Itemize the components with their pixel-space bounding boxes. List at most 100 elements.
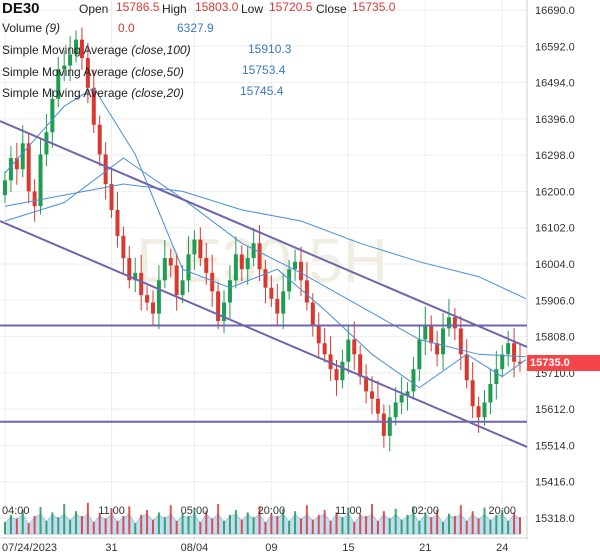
candle-body <box>239 254 244 270</box>
candle-body <box>186 254 191 281</box>
candle-body <box>393 402 398 418</box>
candle-body <box>334 369 339 381</box>
volume-bar <box>57 517 60 534</box>
candle-body <box>180 280 185 296</box>
volume-bar <box>228 514 231 534</box>
volume-bar <box>311 519 314 534</box>
indicator-sma100-value: 15910.3 <box>248 42 292 56</box>
candle-body <box>257 243 262 270</box>
volume-bar <box>181 513 184 534</box>
candle-body <box>74 39 79 55</box>
y-tick-label: 16396.0 <box>535 114 575 126</box>
candle-body <box>245 258 250 270</box>
volume-bar <box>299 518 302 534</box>
candle-body <box>387 417 392 436</box>
volume-bar <box>371 504 374 534</box>
candle-body <box>340 361 345 381</box>
volume-bar <box>134 523 137 534</box>
candle-body <box>139 272 144 296</box>
y-tick-label: 15318.0 <box>535 513 575 525</box>
y-tick-label: 15612.0 <box>535 404 575 416</box>
candle-body <box>56 69 61 99</box>
x-tick-time: 20:00 <box>488 505 516 517</box>
y-tick-label: 16200.0 <box>535 186 575 198</box>
volume-bar <box>424 512 427 534</box>
volume-bar <box>282 508 285 534</box>
candle-body <box>441 328 446 355</box>
candle-body <box>210 272 215 292</box>
candle-body <box>293 261 298 270</box>
candle-body <box>352 339 357 355</box>
volume-bar <box>365 516 368 534</box>
candle-body <box>411 369 416 392</box>
candle-body <box>150 302 155 314</box>
candle-body <box>370 391 375 399</box>
candle-body <box>364 376 369 392</box>
volume-bar <box>305 505 308 534</box>
volume-bar <box>104 518 107 534</box>
candle-body <box>145 295 150 303</box>
volume-bar <box>151 519 154 534</box>
candle-body <box>399 395 404 403</box>
volume-bar <box>187 516 190 534</box>
volume-bar <box>376 520 379 534</box>
volume-bar <box>223 520 226 534</box>
y-tick-label: 15906.0 <box>535 295 575 307</box>
volume-bar <box>412 506 415 534</box>
volume-bar <box>75 511 78 534</box>
low-value: 15720.5 <box>269 0 313 14</box>
candle-body <box>488 383 493 403</box>
candle-body <box>168 258 173 266</box>
y-tick-label: 16298.0 <box>535 150 575 162</box>
candle-body <box>97 124 102 155</box>
volume-bar <box>33 516 36 534</box>
candle-body <box>287 269 292 292</box>
volume-bar <box>477 518 480 534</box>
candle-body <box>50 98 55 133</box>
volume-bar <box>430 517 433 534</box>
candle-body <box>216 291 221 322</box>
open-label: Open <box>79 2 109 16</box>
candle-body <box>476 406 481 418</box>
y-tick-label: 16004.0 <box>535 259 575 271</box>
volume-bar <box>92 522 95 534</box>
volume-bar <box>347 507 350 534</box>
volume-bar <box>80 516 83 534</box>
volume-bar <box>489 519 492 534</box>
volume-bar <box>394 508 397 534</box>
volume-bar <box>418 520 421 534</box>
candle-body <box>8 158 13 181</box>
candle-body <box>38 154 43 207</box>
volume-bar <box>329 520 332 534</box>
volume-bar <box>436 510 439 534</box>
volume-bar <box>27 523 30 534</box>
indicator-sma20: Simple Moving Average (close,20) <box>2 86 184 100</box>
volume-bar <box>163 517 166 534</box>
candle-body <box>156 280 161 314</box>
volume-bar <box>116 520 119 534</box>
last-price-tag: 15735.0 <box>527 355 600 371</box>
volume-bar <box>447 513 450 534</box>
volume-bar <box>519 517 521 534</box>
volume-bar <box>175 520 178 534</box>
volume-bar <box>140 514 143 534</box>
volume-bar <box>495 514 498 534</box>
candle-body <box>222 302 227 322</box>
candle-body <box>470 380 475 407</box>
volume-bar <box>459 505 462 534</box>
candle-body <box>512 343 517 362</box>
volume-bar <box>39 507 42 534</box>
candle-body <box>429 324 434 344</box>
high-label: High <box>162 2 187 16</box>
volume-bar <box>341 517 344 534</box>
y-tick-label: 16690.0 <box>535 5 575 17</box>
volume-bar <box>63 504 66 534</box>
channel-upper-line <box>0 120 528 348</box>
candle-body <box>417 339 422 370</box>
candle-body <box>32 191 37 207</box>
candle-body <box>204 258 209 273</box>
close-value: 15735.0 <box>352 0 396 14</box>
volume-bar <box>501 510 504 534</box>
x-tick-date: 31 <box>105 542 117 554</box>
